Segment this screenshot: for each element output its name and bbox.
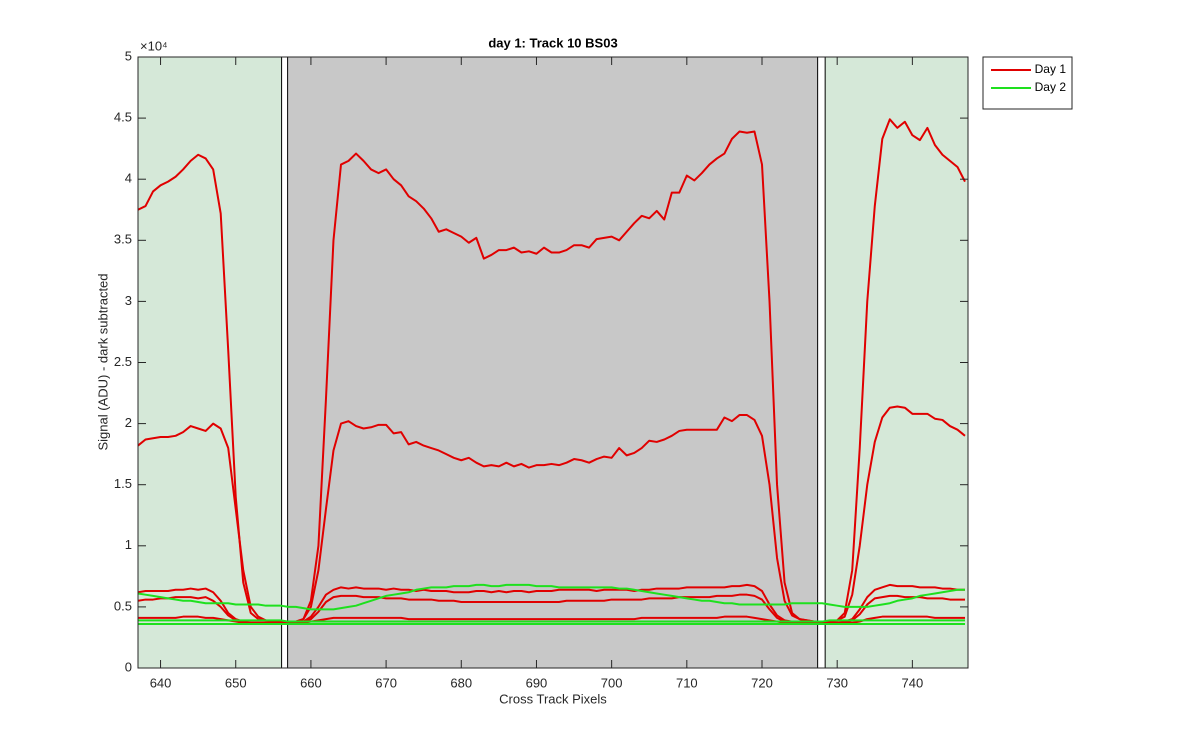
y-exponent: ×10⁴ [140,38,168,53]
shaded-region [138,57,283,668]
x-tick-label: 740 [902,675,924,690]
legend-label: Day 1 [1035,62,1067,76]
y-tick-label: 2 [125,415,132,430]
legend-label: Day 2 [1035,80,1067,94]
x-axis-label: Cross Track Pixels [499,691,607,706]
shaded-region [287,57,819,668]
legend: Day 1 Day 2 [982,56,1073,110]
legend-box [982,56,1073,110]
x-tick-label: 670 [375,675,397,690]
series-line [138,619,965,623]
y-tick-label: 4 [125,171,132,186]
x-tick-label: 730 [826,675,848,690]
y-tick-label: 2.5 [114,354,132,369]
x-tick-label: 640 [150,675,172,690]
x-tick-label: 650 [225,675,247,690]
y-tick-label: 4.5 [114,110,132,125]
shaded-region [817,56,826,669]
x-tick-label: 680 [450,675,472,690]
x-tick-label: 720 [751,675,773,690]
shaded-region [281,56,289,669]
y-tick-label: 5 [125,48,132,63]
series-line [138,583,965,611]
shaded-region [825,57,968,668]
x-tick-label: 700 [601,675,623,690]
chart-title: day 1: Track 10 BS03 [488,35,617,50]
x-tick-label: 710 [676,675,698,690]
y-axis-label: Signal (ADU) - dark subtracted [95,273,110,450]
x-tick-label: 660 [300,675,322,690]
y-tick-label: 1 [125,537,132,552]
y-tick-label: 0 [125,659,132,674]
series-line [138,615,965,624]
y-tick-label: 3 [125,293,132,308]
x-tick-label: 690 [526,675,548,690]
y-tick-label: 1.5 [114,476,132,491]
y-tick-label: 0.5 [114,598,132,613]
y-tick-label: 3.5 [114,232,132,247]
